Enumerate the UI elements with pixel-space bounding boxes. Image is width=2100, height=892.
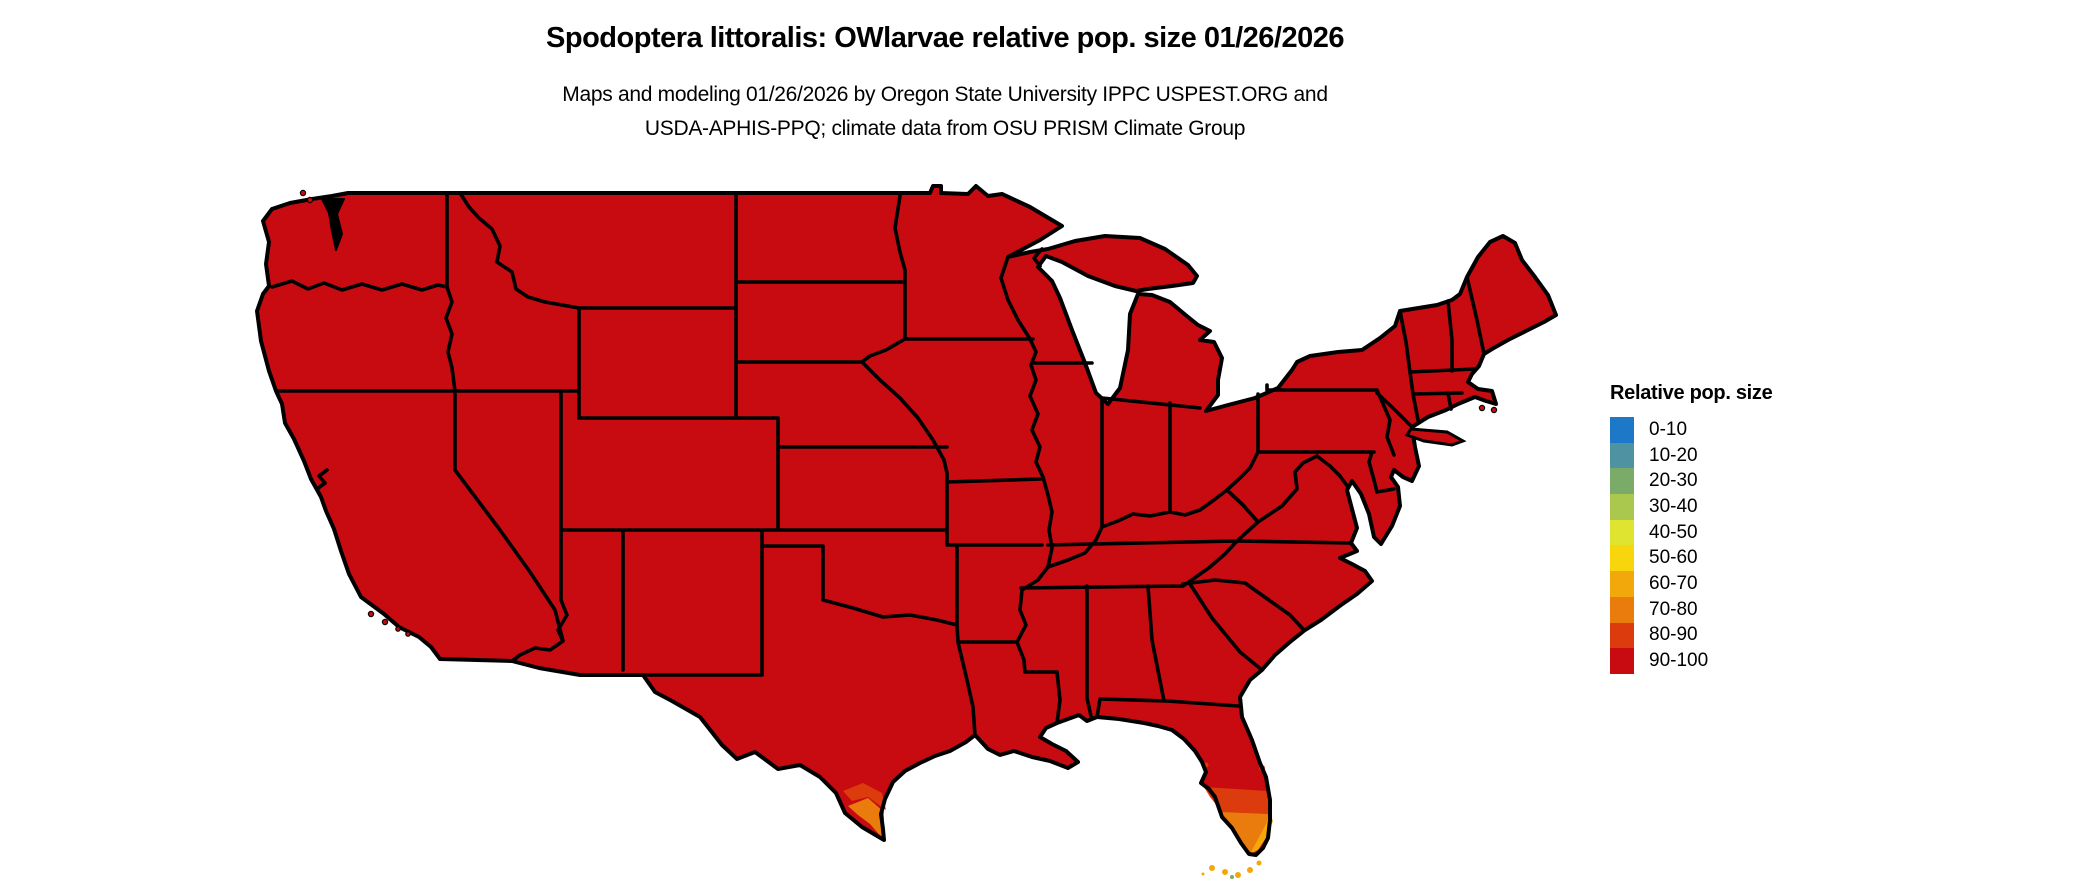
legend-swatch: [1610, 545, 1634, 572]
legend-item: 40-50: [1610, 519, 1772, 546]
legend-item-label: 50-60: [1649, 547, 1698, 569]
legend-item: 70-80: [1610, 596, 1772, 623]
legend-swatch: [1610, 648, 1634, 674]
legend-item-label: 30-40: [1649, 495, 1698, 517]
legend-item: 0-10: [1610, 417, 1772, 443]
legend-swatch: [1610, 571, 1634, 597]
florida-keys: [1201, 860, 1262, 879]
legend-item-label: 60-70: [1649, 572, 1698, 594]
south-texas-band-70-80: [848, 798, 884, 840]
legend-item-label: 0-10: [1649, 418, 1688, 440]
legend-swatch: [1610, 494, 1634, 520]
south-florida-band-60-70: [1250, 813, 1273, 854]
us-coastline: [255, 184, 1558, 857]
legend-swatch: [1610, 417, 1634, 443]
page-subtitle: Maps and modeling 01/26/2026 by Oregon S…: [250, 78, 1640, 146]
us-landmass: [257, 186, 1556, 855]
subtitle-line-1: Maps and modeling 01/26/2026 by Oregon S…: [562, 83, 1328, 106]
long-island: [1404, 427, 1467, 447]
legend-item: 20-30: [1610, 468, 1772, 495]
legend-item-label: 80-90: [1649, 624, 1698, 646]
coastal-islands: [299, 189, 1498, 637]
legend-title: Relative pop. size: [1610, 382, 1773, 404]
state-borders: [270, 191, 1486, 737]
page-title: Spodoptera littoralis: OWlarvae relative…: [546, 22, 1344, 54]
legend-item: 60-70: [1610, 571, 1772, 597]
legend-swatch: [1610, 596, 1634, 623]
legend-item-label: 10-20: [1649, 444, 1698, 466]
legend-swatch: [1610, 468, 1634, 495]
legend-item: 80-90: [1610, 622, 1772, 649]
legend-item-label: 70-80: [1649, 598, 1698, 620]
legend-item-label: 90-100: [1649, 650, 1709, 672]
south-florida-band-80-90: [1204, 787, 1270, 814]
legend-item: 90-100: [1610, 648, 1772, 674]
legend: Relative pop. size 0-10 10-20 20-30 30-40 40…: [1610, 382, 1773, 674]
legend-rows: 0-10 10-20 20-30 30-40 40-50 50-60 60-70 70-80 8…: [1610, 417, 1772, 674]
south-texas-band-80-90: [843, 783, 886, 810]
puget-sound: [321, 198, 345, 251]
legend-swatch: [1610, 442, 1634, 469]
legend-swatch: [1610, 519, 1634, 546]
subtitle-line-2: USDA-APHIS-PPQ; climate data from OSU PR…: [644, 117, 1246, 140]
legend-swatch: [1610, 622, 1634, 649]
legend-item: 50-60: [1610, 545, 1772, 572]
legend-item: 10-20: [1610, 442, 1772, 469]
legend-item-label: 40-50: [1649, 521, 1698, 543]
legend-item-label: 20-30: [1649, 470, 1698, 492]
legend-item: 30-40: [1610, 494, 1772, 520]
